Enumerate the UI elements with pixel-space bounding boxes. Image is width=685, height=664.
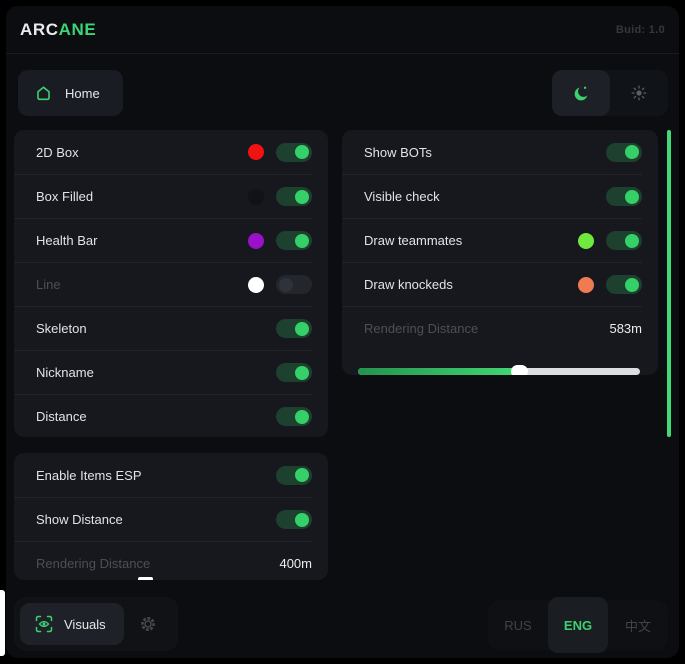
- setting-label: Line: [36, 277, 61, 292]
- footer-tab-bar: Visuals: [14, 597, 178, 651]
- toggle-knob: [625, 145, 639, 159]
- toggle[interactable]: [276, 510, 312, 529]
- toggle[interactable]: [276, 142, 312, 162]
- toggle-knob: [625, 233, 639, 248]
- setting-row-skeleton: Skeleton: [14, 306, 312, 350]
- items-esp-panel: Enable Items ESP Show Distance Rendering…: [14, 453, 328, 580]
- app-window: ARCANE Buid: 1.0 Home: [6, 6, 679, 658]
- toggle-knob: [279, 277, 293, 292]
- toggle[interactable]: [606, 142, 642, 162]
- rendering-distance-slider: [358, 364, 640, 375]
- slider-knob-clipped[interactable]: [138, 577, 153, 580]
- home-label: Home: [65, 85, 100, 101]
- setting-row-visible-check: Visible check: [342, 174, 642, 218]
- setting-row-enable-items-esp: Enable Items ESP: [14, 453, 312, 497]
- toggle[interactable]: [276, 363, 312, 382]
- setting-row-show-bots: Show BOTs: [342, 130, 642, 174]
- build-version: Buid: 1.0: [615, 23, 665, 36]
- color-swatch[interactable]: [248, 144, 264, 160]
- distance-value: 400m: [279, 556, 312, 571]
- home-button[interactable]: Home: [18, 70, 123, 116]
- toggle[interactable]: [606, 275, 642, 294]
- setting-label: Show BOTs: [364, 144, 432, 160]
- setting-label: 2D Box: [36, 144, 79, 160]
- eye-scan-icon: [35, 615, 53, 633]
- toggle-knob: [625, 277, 639, 292]
- toggle[interactable]: [276, 407, 312, 426]
- setting-row-draw-teammates: Draw teammates: [342, 218, 642, 262]
- setting-label: Show Distance: [36, 512, 123, 527]
- toggle-knob: [295, 468, 309, 482]
- theme-switch: [552, 70, 668, 116]
- slider-track[interactable]: [358, 364, 640, 375]
- slider-fill: [358, 364, 528, 375]
- settings-button[interactable]: [126, 597, 170, 651]
- setting-row-nickname: Nickname: [14, 350, 312, 394]
- setting-label: Skeleton: [36, 321, 87, 336]
- language-rus-button[interactable]: RUS: [504, 617, 532, 633]
- setting-label: Box Filled: [36, 189, 94, 204]
- color-swatch[interactable]: [248, 276, 264, 293]
- brand-accent: ANE: [58, 19, 97, 39]
- setting-label: Rendering Distance: [36, 556, 151, 571]
- toggle-knob: [625, 189, 639, 204]
- toggle-knob: [295, 512, 309, 527]
- brand-primary: ARC: [20, 19, 59, 39]
- setting-label: Nickname: [36, 365, 94, 380]
- color-swatch[interactable]: [578, 276, 594, 293]
- setting-row-box-filled: Box Filled: [14, 174, 312, 218]
- toggle[interactable]: [276, 465, 312, 485]
- toggle[interactable]: [276, 319, 312, 338]
- slider-knob[interactable]: [510, 364, 528, 375]
- visuals-label: Visuals: [64, 616, 106, 632]
- toggle-knob: [295, 365, 309, 380]
- language-eng-button[interactable]: ENG: [548, 597, 608, 653]
- setting-label: Draw teammates: [364, 233, 463, 248]
- toggle[interactable]: [276, 231, 312, 250]
- setting-label: Rendering Distance: [364, 321, 479, 336]
- toggle[interactable]: [606, 187, 642, 206]
- setting-row-rendering-distance: Rendering Distance 583m: [342, 306, 642, 350]
- moon-icon: [573, 85, 590, 102]
- color-swatch[interactable]: [578, 232, 594, 249]
- language-zh-button[interactable]: 中文: [624, 618, 651, 634]
- visuals-tab-button[interactable]: Visuals: [20, 603, 124, 645]
- toggle-knob: [295, 409, 309, 424]
- setting-row-2d-box: 2D Box: [14, 130, 312, 174]
- setting-row-show-distance: Show Distance: [14, 497, 312, 541]
- toggle[interactable]: [276, 275, 312, 294]
- color-swatch[interactable]: [248, 188, 264, 205]
- toggle-knob: [295, 321, 309, 336]
- players-settings-panel: Show BOTs Visible check Draw teammates D…: [342, 130, 658, 375]
- light-mode-button[interactable]: [610, 70, 668, 116]
- color-swatch[interactable]: [248, 232, 264, 249]
- setting-label: Health Bar: [36, 233, 98, 248]
- language-switch: RUS ENG 中文: [488, 597, 668, 653]
- setting-row-draw-knockeds: Draw knockeds: [342, 262, 642, 306]
- toggle[interactable]: [606, 231, 642, 250]
- setting-row-health-bar: Health Bar: [14, 218, 312, 262]
- app-logo: ARCANE: [20, 20, 96, 40]
- setting-row-rendering-distance: Rendering Distance 400m: [14, 541, 312, 580]
- setting-label: Visible check: [364, 189, 440, 204]
- setting-label: Draw knockeds: [364, 277, 453, 292]
- setting-label: Distance: [36, 409, 87, 424]
- sun-icon: [631, 85, 647, 101]
- scrollbar[interactable]: [667, 130, 671, 437]
- gear-icon: [139, 615, 157, 633]
- esp-settings-panel: 2D Box Box Filled Health Bar Line: [14, 130, 328, 437]
- dark-mode-button[interactable]: [552, 70, 610, 116]
- toggle[interactable]: [276, 187, 312, 206]
- home-icon: [35, 85, 52, 102]
- setting-row-line: Line: [14, 262, 312, 306]
- distance-value: 583m: [609, 321, 642, 336]
- toggle-knob: [295, 233, 309, 248]
- toggle-knob: [295, 189, 309, 204]
- setting-label: Enable Items ESP: [36, 467, 142, 483]
- setting-row-distance: Distance: [14, 394, 312, 437]
- screen-edge-artifact: [0, 590, 5, 656]
- header: ARCANE Buid: 1.0: [6, 6, 679, 54]
- toggle-knob: [295, 145, 309, 159]
